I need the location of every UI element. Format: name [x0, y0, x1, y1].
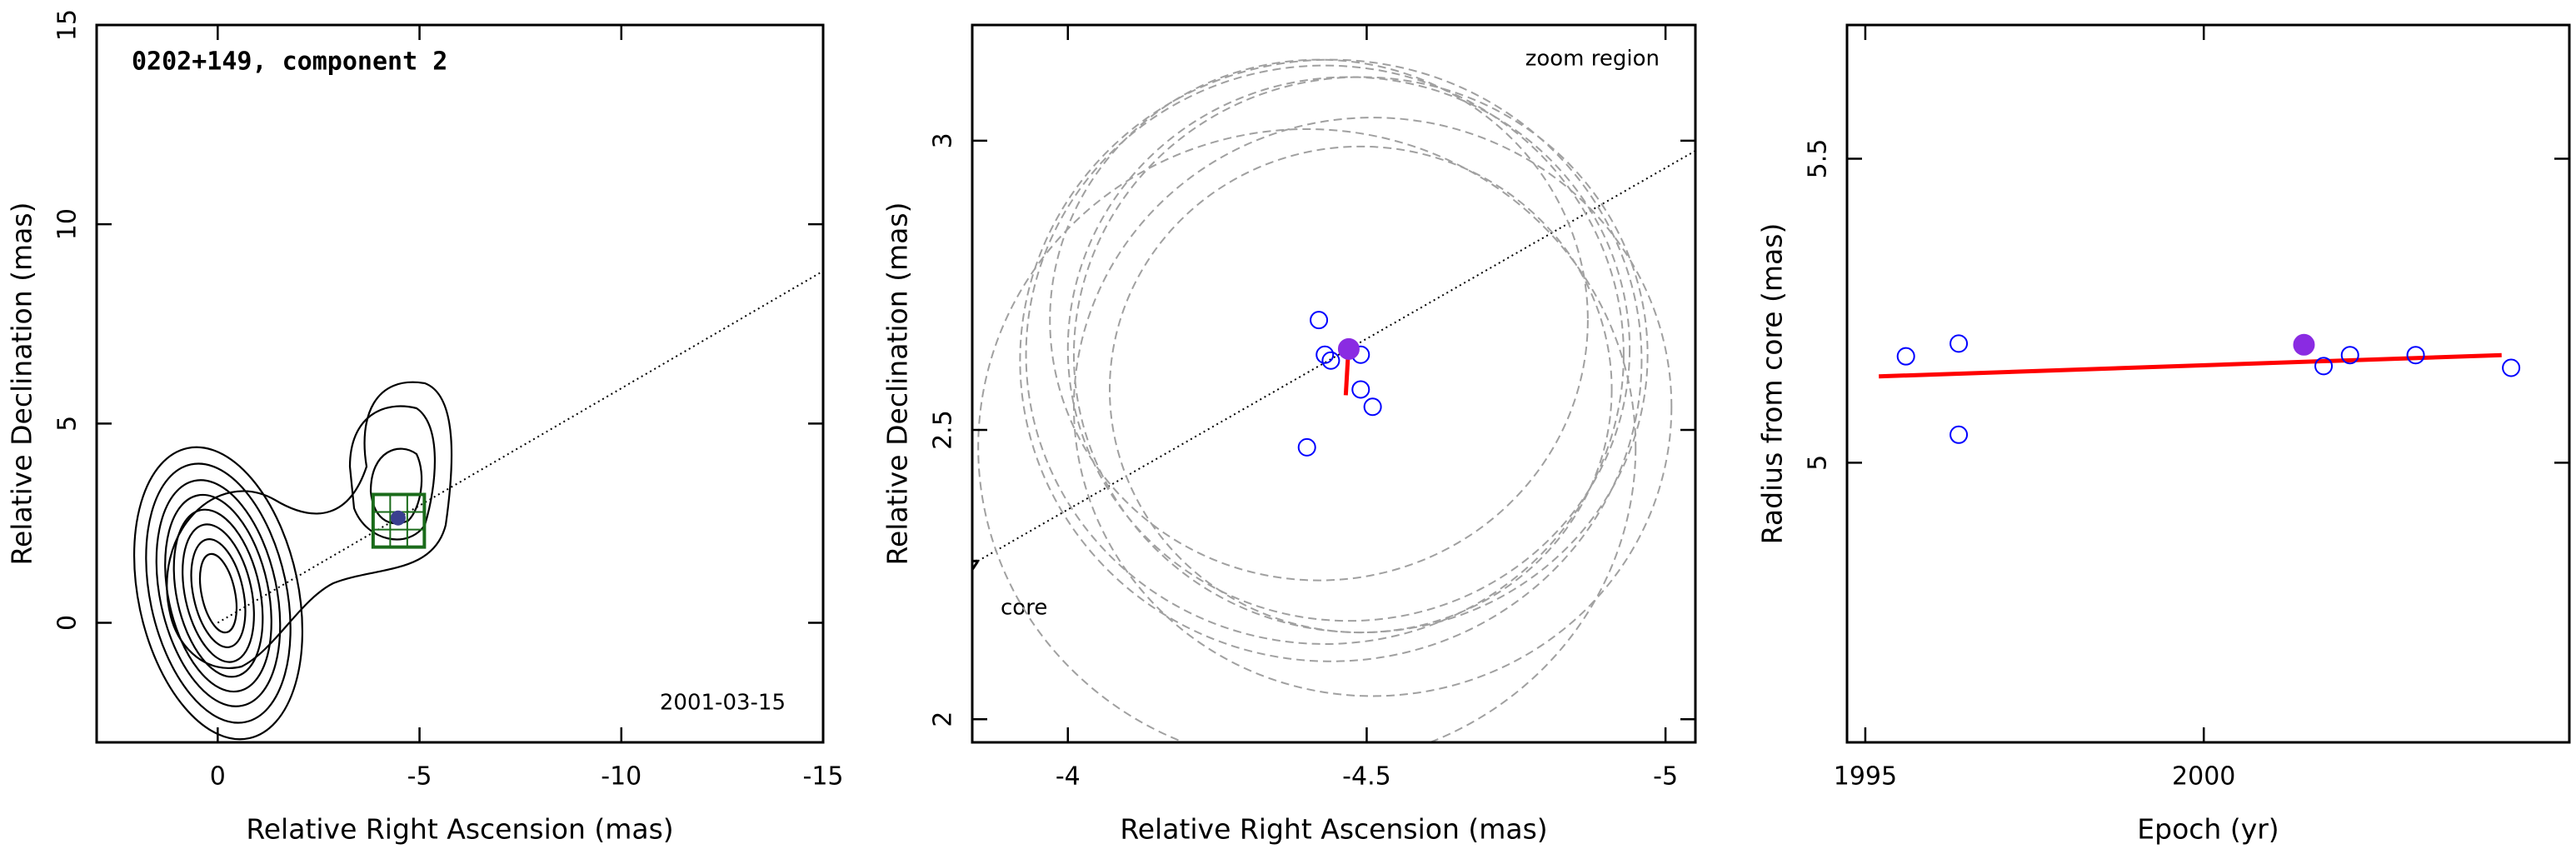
x-tick-label: -4: [1056, 762, 1081, 792]
frame: [95, 23, 825, 744]
plot-area: [1879, 333, 2521, 444]
component-size: [1019, 58, 1643, 662]
x-axis-label: Relative Right Ascension (mas): [1120, 813, 1547, 846]
plot-area: [217, 270, 823, 624]
y-axis-label: Relative Declination (mas): [881, 202, 914, 566]
point: [1949, 334, 1969, 353]
annotation: zoom region: [1525, 47, 1660, 72]
y-tick-label: 10: [53, 208, 82, 240]
point: [1896, 347, 1915, 366]
point: [1297, 437, 1316, 457]
component-size: [977, 128, 1637, 742]
point: [2293, 333, 2315, 356]
x-tick-label: 1995: [1834, 762, 1897, 792]
x-tick-label: -5: [1653, 762, 1678, 792]
frame: [971, 23, 1697, 744]
point: [1315, 345, 1335, 364]
date-label: 2001-03-15: [660, 691, 786, 716]
point: [1351, 380, 1370, 399]
y-axis-label: Radius from core (mas): [1756, 223, 1789, 545]
component-size: [1072, 117, 1673, 697]
point: [1363, 397, 1382, 417]
y-tick-label: 5.5: [1804, 139, 1833, 179]
point: [1949, 425, 1969, 444]
point: [2406, 346, 2425, 365]
plot-area: [976, 58, 1695, 742]
x-tick-label: -5: [407, 762, 432, 792]
component-size: [1066, 76, 1631, 622]
x-tick-label: -4.5: [1342, 762, 1391, 792]
point: [1310, 311, 1329, 330]
x-tick-label: 2000: [2172, 762, 2235, 792]
point: [1337, 337, 1360, 360]
core-direction: [976, 150, 1695, 562]
component-size: [1025, 64, 1625, 645]
jet-axis: [217, 270, 823, 624]
x-axis-label: Relative Right Ascension (mas): [246, 813, 673, 846]
component-marker: [390, 510, 406, 526]
y-tick-label: 2.5: [929, 410, 958, 450]
x-tick-label: 0: [210, 762, 226, 792]
panel-title: 0202+149, component 2: [132, 47, 447, 77]
x-axis-label: Epoch (yr): [2137, 813, 2279, 846]
x-tick-label: -10: [601, 762, 642, 792]
frame: [1845, 23, 2571, 744]
y-tick-label: 5: [1804, 455, 1833, 471]
point: [2314, 357, 2334, 376]
contours: [132, 381, 453, 741]
point: [2502, 358, 2521, 377]
y-tick-label: 15: [53, 9, 82, 41]
y-tick-label: 0: [53, 615, 82, 631]
fit-line: [1879, 352, 2502, 379]
point: [1321, 351, 1340, 370]
point: [2340, 346, 2359, 365]
y-tick-label: 5: [53, 416, 82, 432]
zoom-box: [371, 492, 427, 549]
component-size: [1108, 145, 1613, 634]
x-tick-label: -15: [803, 762, 844, 792]
component-size: [1049, 58, 1589, 582]
y-axis-label: Relative Declination (mas): [6, 202, 38, 566]
y-tick-label: 2: [929, 712, 958, 727]
y-tick-label: 3: [929, 132, 958, 148]
